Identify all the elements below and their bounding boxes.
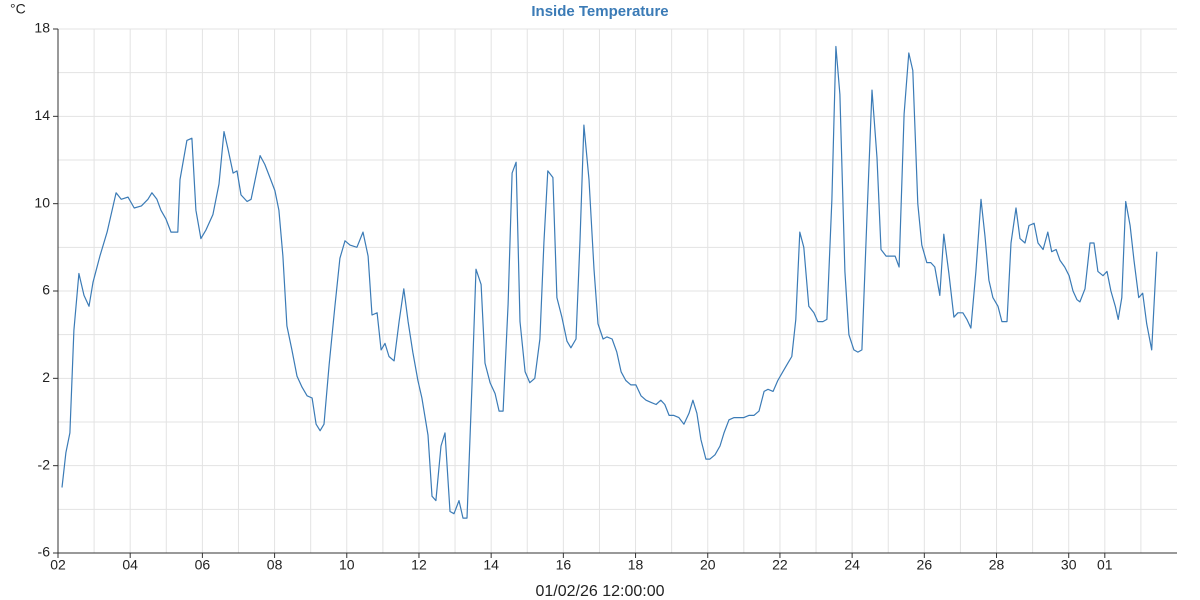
- y-tick-label: -6: [38, 544, 51, 560]
- chart-title: Inside Temperature: [531, 3, 668, 20]
- x-tick-label: 18: [628, 557, 644, 573]
- x-tick-label: 22: [772, 557, 788, 573]
- x-tick-label: 20: [700, 557, 716, 573]
- y-tick-label: 14: [34, 107, 50, 123]
- y-tick-label: 10: [34, 194, 50, 210]
- x-tick-label: 04: [122, 557, 138, 573]
- x-tick-label: 01: [1097, 557, 1113, 573]
- x-tick-label: 26: [917, 557, 933, 573]
- x-tick-label: 16: [556, 557, 572, 573]
- y-axis-label: °C: [10, 1, 26, 17]
- x-tick-label: 14: [483, 557, 499, 573]
- y-tick-label: 6: [42, 282, 50, 298]
- y-tick-label: -2: [38, 456, 51, 472]
- x-tick-label: 06: [195, 557, 211, 573]
- y-tick-label: 18: [34, 20, 50, 36]
- x-tick-label: 08: [267, 557, 283, 573]
- x-axis-label: 01/02/26 12:00:00: [535, 583, 664, 600]
- y-tick-label: 2: [42, 369, 50, 385]
- x-tick-label: 24: [844, 557, 860, 573]
- x-tick-label: 02: [50, 557, 66, 573]
- x-tick-label: 30: [1061, 557, 1077, 573]
- temperature-line: [61, 45, 1158, 519]
- x-tick-label: 28: [989, 557, 1005, 573]
- x-tick-label: 10: [339, 557, 355, 573]
- x-tick-label: 12: [411, 557, 427, 573]
